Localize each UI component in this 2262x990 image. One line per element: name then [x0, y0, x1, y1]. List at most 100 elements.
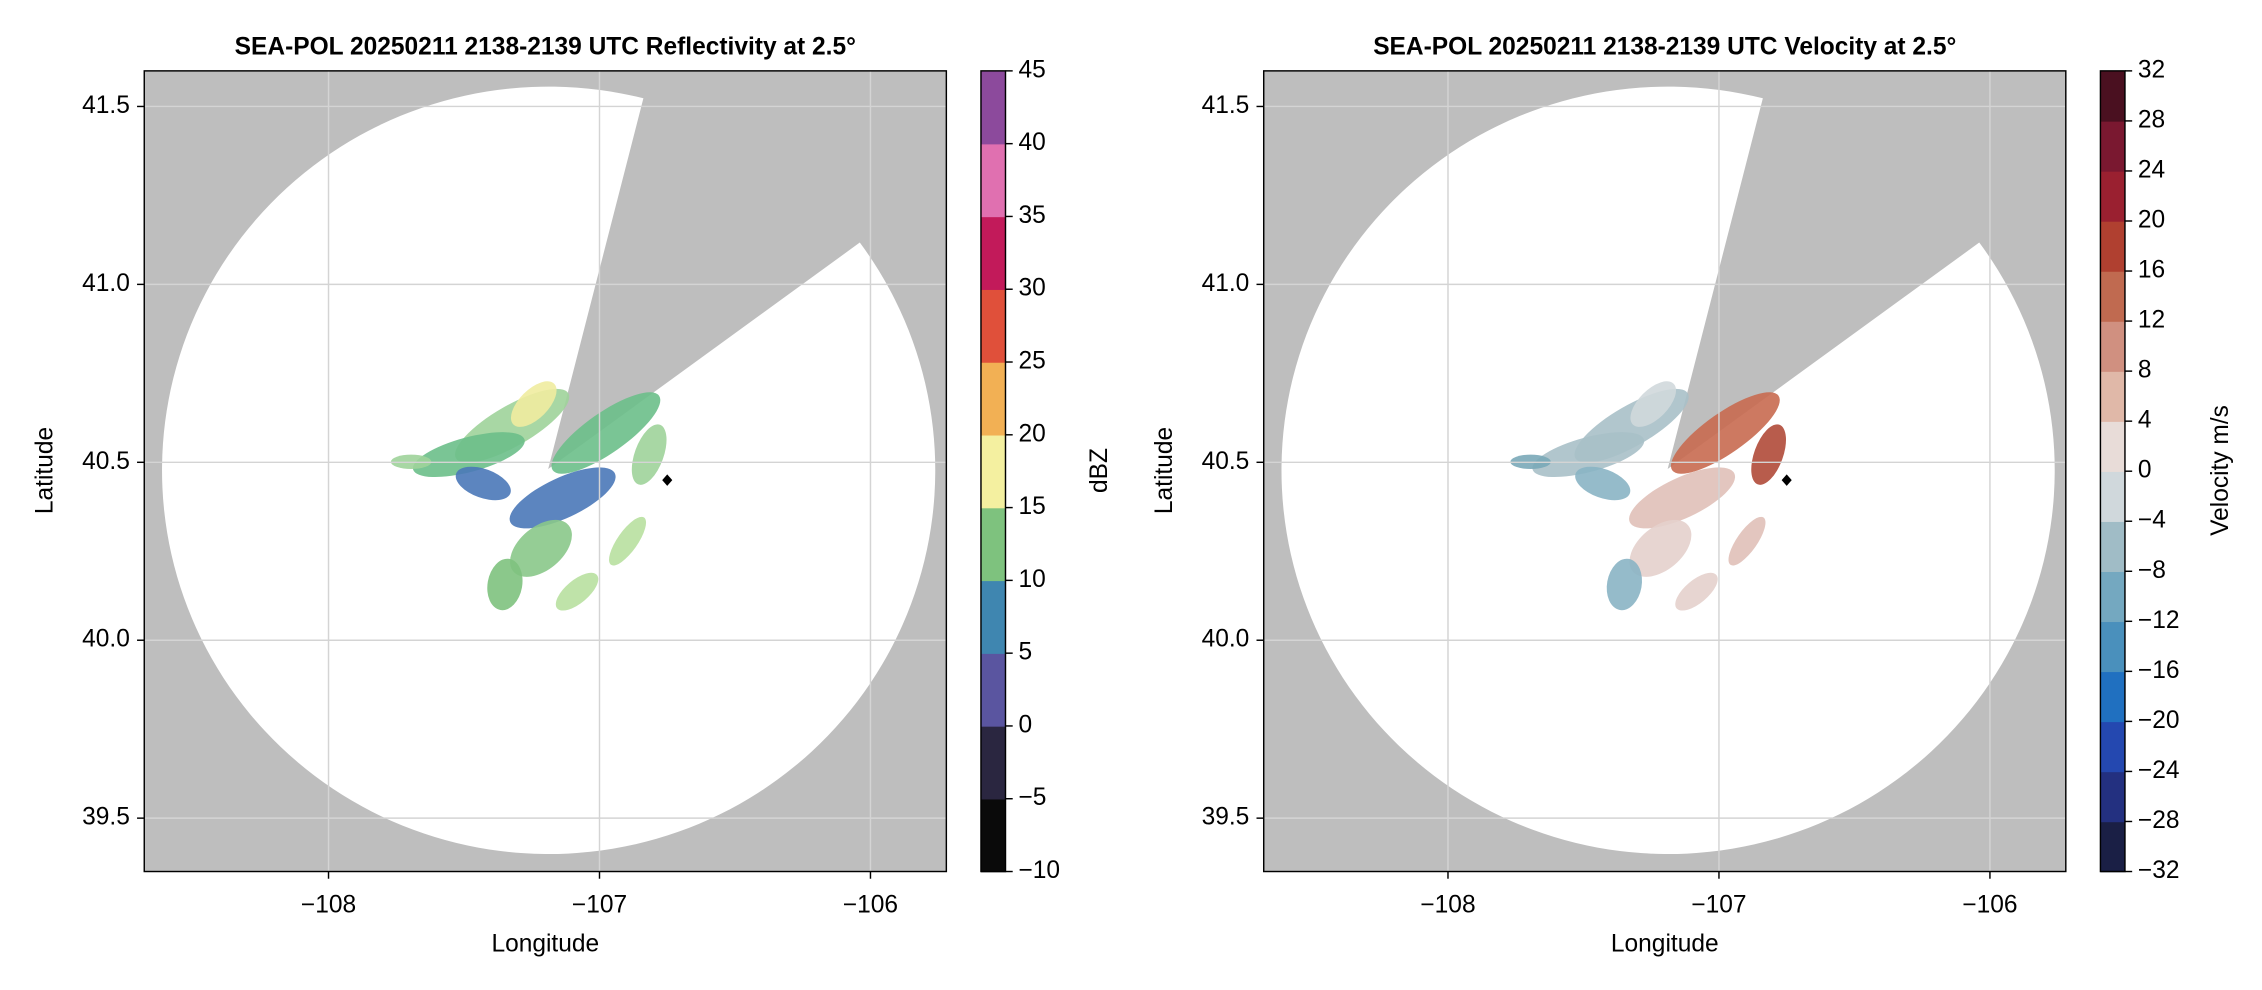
colorbar-band — [2100, 471, 2125, 522]
colorbar-band — [980, 362, 1006, 436]
colorbar-band — [2100, 771, 2125, 823]
colorbar-tick-label: −12 — [2138, 607, 2180, 634]
colorbar-tick-label: −10 — [1018, 857, 1060, 884]
colorbar-tick-label: 10 — [1018, 566, 1045, 593]
colorbar-band — [980, 143, 1006, 218]
echo — [510, 381, 557, 427]
colorbar-band — [980, 216, 1006, 290]
colorbar-band — [2100, 721, 2125, 773]
x-axis-label: Longitude — [491, 931, 599, 958]
y-tick-label: 40.5 — [1202, 448, 1250, 475]
colorbar-tick-label: 4 — [2138, 407, 2152, 434]
echo — [487, 558, 523, 611]
colorbar-band — [980, 653, 1006, 727]
echo — [609, 516, 647, 566]
y-tick-label: 39.5 — [1202, 804, 1250, 831]
y-axis-label: Latitude — [1151, 427, 1178, 514]
echo — [631, 424, 667, 485]
colorbar-band — [980, 725, 1006, 800]
echo — [1606, 558, 1643, 611]
colorbar-tick-label: 28 — [2138, 106, 2165, 133]
echo — [1629, 519, 1692, 577]
echo — [455, 466, 511, 501]
colorbar-label: Velocity m/s — [2207, 405, 2234, 536]
colorbar-tick-label: 0 — [1018, 711, 1032, 738]
echo — [1532, 432, 1645, 478]
colorbar-frame — [980, 70, 1007, 873]
colorbar-band — [2100, 571, 2125, 623]
x-tick-label: −108 — [301, 892, 356, 919]
colorbar-tick-label: 40 — [1018, 129, 1045, 156]
y-tick-label: 40.0 — [1202, 626, 1250, 653]
colorbar-band — [980, 289, 1006, 363]
radar-coverage — [1281, 86, 2055, 855]
x-tick-label: −106 — [843, 892, 898, 919]
colorbar-label: dBZ — [1086, 448, 1113, 493]
colorbar-tick-label: 20 — [1018, 420, 1045, 447]
colorbar-band — [980, 798, 1006, 873]
echo — [1675, 572, 1718, 611]
echo — [510, 519, 572, 577]
y-tick-label: 41.5 — [1202, 92, 1250, 119]
colorbar-band — [980, 580, 1006, 654]
colorbar-band — [980, 70, 1006, 145]
colorbar-tick-label: 5 — [1018, 639, 1032, 666]
colorbar-tick-label: 12 — [2138, 307, 2165, 334]
colorbar-band — [2100, 821, 2125, 873]
colorbar-tick-label: 30 — [1018, 275, 1045, 302]
echo — [1728, 516, 1766, 566]
colorbar-band — [2100, 170, 2125, 222]
colorbar-tick-label: −16 — [2138, 657, 2180, 684]
x-tick-label: −107 — [1691, 892, 1746, 919]
echo — [551, 392, 661, 474]
colorbar-band — [2100, 220, 2125, 272]
echo — [1670, 392, 1780, 474]
colorbar-tick-label: 15 — [1018, 493, 1045, 520]
y-tick-label: 41.5 — [82, 92, 130, 119]
plot-frame — [143, 70, 948, 873]
colorbar-band — [2100, 70, 2125, 122]
colorbar-tick-label: 45 — [1018, 56, 1045, 83]
y-axis-label: Latitude — [32, 427, 59, 514]
x-axis-label: Longitude — [1611, 931, 1719, 958]
colorbar-band — [2100, 621, 2125, 673]
plot-frame — [1262, 70, 2067, 873]
y-tick-label: 40.0 — [82, 626, 130, 653]
colorbar-band — [2100, 371, 2125, 422]
x-tick-label: −106 — [1962, 892, 2017, 919]
colorbar-tick-label: −4 — [2138, 507, 2166, 534]
colorbar-band — [2100, 120, 2125, 172]
echo — [509, 467, 616, 529]
echo — [555, 572, 599, 611]
colorbar-tick-label: −28 — [2138, 807, 2180, 834]
colorbar-tick-label: −32 — [2138, 857, 2180, 884]
colorbar-tick-label: 16 — [2138, 257, 2165, 284]
echo — [1751, 424, 1786, 485]
colorbar-tick-label: 32 — [2138, 56, 2165, 83]
x-tick-label: −107 — [572, 892, 627, 919]
chart-title: SEA-POL 20250211 2138-2139 UTC Reflectiv… — [235, 33, 856, 60]
y-tick-label: 39.5 — [82, 804, 130, 831]
echo — [412, 432, 525, 478]
colorbar-band — [2100, 271, 2125, 322]
echo — [1630, 381, 1677, 427]
colorbar-band — [2100, 321, 2125, 372]
echo — [1629, 467, 1736, 529]
colorbar-tick-label: −8 — [2138, 557, 2166, 584]
colorbar-tick-label: −24 — [2138, 757, 2180, 784]
colorbar-tick-label: −5 — [1018, 784, 1046, 811]
colorbar-tick-label: 20 — [2138, 206, 2165, 233]
y-tick-label: 41.0 — [82, 270, 130, 297]
colorbar-band — [980, 434, 1006, 509]
y-tick-label: 41.0 — [1202, 270, 1250, 297]
colorbar-band — [980, 507, 1006, 582]
colorbar-tick-label: 25 — [1018, 348, 1045, 375]
x-tick-label: −108 — [1420, 892, 1475, 919]
colorbar-tick-label: 0 — [2138, 457, 2152, 484]
colorbar-tick-label: 35 — [1018, 202, 1045, 229]
colorbar-tick-label: 24 — [2138, 156, 2165, 183]
colorbar-tick-label: −20 — [2138, 707, 2180, 734]
echo — [1575, 466, 1631, 501]
panel: −108 −107 −106 39.5 40.0 40.5 41.0 41.5 SEA-POL … — [32, 33, 1114, 957]
